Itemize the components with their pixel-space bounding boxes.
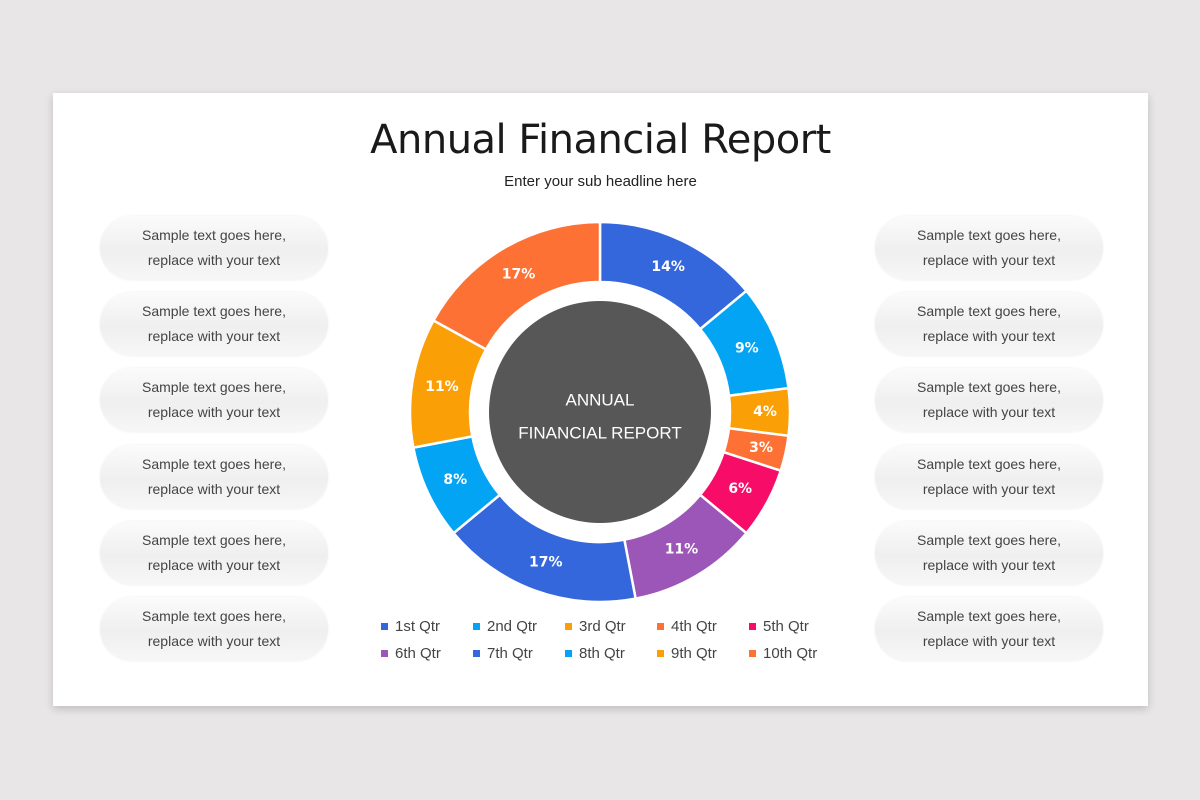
pill-line-2: replace with your text — [147, 633, 281, 649]
legend-label: 3rd Qtr — [579, 618, 626, 635]
legend-item: 2nd Qtr — [473, 618, 565, 635]
pill-line-1: Sample text goes here, — [917, 455, 1061, 472]
donut-segment-10 — [431, 220, 602, 352]
legend-label: 4th Qtr — [671, 618, 717, 635]
legend-item: 4th Qtr — [657, 618, 749, 635]
donut-chart: 14% 9% 4% 3% 6% 11% 17% 8% 11% 17% ANNUAL FINANCIAL… — [408, 220, 792, 604]
segment-label: 6% — [728, 481, 752, 497]
legend-item: 1st Qtr — [381, 618, 473, 635]
pill-line-1: Sample text goes here, — [142, 379, 286, 396]
legend-row: 1st Qtr 2nd Qtr 3rd Qtr 4th Qtr 5th Qtr — [381, 613, 841, 640]
pill-line-1: Sample text goes here, — [917, 227, 1061, 243]
pill-line-1: Sample text goes here, — [142, 608, 286, 624]
pill-line-2: replace with your text — [147, 480, 281, 497]
legend-swatch-icon — [565, 650, 572, 657]
pill-line-2: replace with your text — [922, 328, 1056, 345]
segment-label: 3% — [749, 440, 773, 456]
pill-line-2: replace with your text — [147, 328, 281, 345]
center-circle — [489, 301, 711, 523]
legend-label: 8th Qtr — [579, 645, 625, 662]
text-pill: Sample text goes here, replace with your … — [875, 520, 1103, 585]
pill-line-2: replace with your text — [147, 556, 281, 573]
pill-line-1: Sample text goes here, — [917, 608, 1061, 624]
text-pill: Sample text goes here, replace with your … — [875, 444, 1103, 509]
segment-label: 4% — [753, 404, 777, 420]
segment-label: 17% — [502, 266, 536, 282]
segment-label: 14% — [651, 259, 685, 275]
text-pill: Sample text goes here, replace with your … — [100, 292, 328, 357]
text-pill: Sample text goes here, replace with your … — [100, 216, 328, 280]
center-label-line-2: FINANCIAL REPORT — [518, 424, 681, 443]
legend-item: 6th Qtr — [381, 645, 473, 662]
pill-line-2: replace with your text — [922, 252, 1056, 268]
segment-label: 8% — [443, 472, 467, 488]
text-pill: Sample text goes here, replace with your … — [100, 520, 328, 585]
pill-line-2: replace with your text — [922, 633, 1056, 649]
text-pill: Sample text goes here, replace with your … — [100, 444, 328, 509]
legend-item: 7th Qtr — [473, 645, 565, 662]
pill-line-1: Sample text goes here, — [142, 227, 286, 243]
text-pill: Sample text goes here, replace with your … — [875, 216, 1103, 280]
pill-line-2: replace with your text — [147, 252, 281, 268]
legend-label: 7th Qtr — [487, 645, 533, 662]
chart-legend: 1st Qtr 2nd Qtr 3rd Qtr 4th Qtr 5th Qtr 6th Q… — [381, 613, 841, 667]
legend-swatch-icon — [565, 623, 572, 630]
legend-swatch-icon — [381, 623, 388, 630]
pill-line-1: Sample text goes here, — [142, 531, 286, 548]
legend-label: 6th Qtr — [395, 645, 441, 662]
legend-item: 3rd Qtr — [565, 618, 657, 635]
pill-line-2: replace with your text — [922, 556, 1056, 573]
legend-label: 10th Qtr — [763, 645, 818, 662]
pill-line-1: Sample text goes here, — [142, 303, 286, 320]
text-pill: Sample text goes here, replace with your … — [875, 597, 1103, 661]
legend-label: 1st Qtr — [395, 618, 441, 635]
pill-line-1: Sample text goes here, — [917, 531, 1061, 548]
legend-item: 5th Qtr — [749, 618, 841, 635]
legend-swatch-icon — [473, 623, 480, 630]
pill-line-2: replace with your text — [922, 480, 1056, 497]
legend-swatch-icon — [749, 623, 756, 630]
legend-swatch-icon — [657, 623, 664, 630]
pill-line-2: replace with your text — [147, 404, 281, 421]
sub-headline: Enter your sub headline here — [504, 173, 697, 190]
text-pill: Sample text goes here, replace with your … — [100, 368, 328, 433]
text-pill: Sample text goes here, replace with your … — [875, 368, 1103, 433]
segment-label: 9% — [735, 340, 759, 356]
pill-line-1: Sample text goes here, — [142, 455, 286, 472]
legend-item: 10th Qtr — [749, 645, 841, 662]
center-label-line-1: ANNUAL — [566, 391, 635, 410]
legend-swatch-icon — [749, 650, 756, 657]
legend-swatch-icon — [381, 650, 388, 657]
segment-label: 11% — [425, 379, 459, 395]
legend-swatch-icon — [473, 650, 480, 657]
pill-line-1: Sample text goes here, — [917, 303, 1061, 320]
slide: Annual Financial Report Enter your sub h… — [53, 93, 1148, 706]
legend-row: 6th Qtr 7th Qtr 8th Qtr 9th Qtr 10th Qtr — [381, 640, 841, 667]
page-title: Annual Financial Report — [370, 117, 831, 163]
legend-item: 8th Qtr — [565, 645, 657, 662]
segment-label: 17% — [529, 555, 563, 571]
legend-label: 9th Qtr — [671, 645, 717, 662]
segment-label: 11% — [665, 542, 699, 558]
text-pill: Sample text goes here, replace with your … — [100, 597, 328, 661]
legend-item: 9th Qtr — [657, 645, 749, 662]
pill-line-1: Sample text goes here, — [917, 379, 1061, 396]
text-pill: Sample text goes here, replace with your … — [875, 292, 1103, 357]
legend-label: 5th Qtr — [763, 618, 809, 635]
pill-line-2: replace with your text — [922, 404, 1056, 421]
legend-swatch-icon — [657, 650, 664, 657]
legend-label: 2nd Qtr — [487, 618, 538, 635]
